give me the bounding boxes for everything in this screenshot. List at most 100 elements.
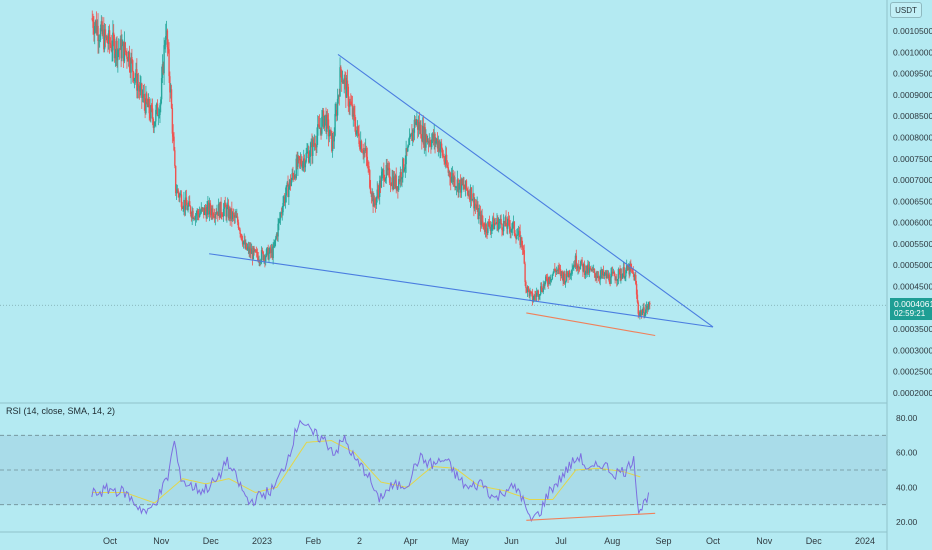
candle-body xyxy=(545,276,548,279)
candle-body xyxy=(97,25,99,41)
candle-body xyxy=(435,138,438,142)
candle-body xyxy=(265,256,267,262)
candle-body xyxy=(268,252,270,260)
candle-body xyxy=(160,77,163,100)
candle-body xyxy=(575,255,577,268)
time-tick-label: Sep xyxy=(655,536,671,546)
candle-body xyxy=(509,226,511,232)
candle-body xyxy=(222,216,224,217)
candle-body xyxy=(476,204,478,209)
candle-body xyxy=(127,51,130,62)
candle-body xyxy=(284,195,287,203)
candle-body xyxy=(555,270,558,273)
candle-body xyxy=(343,77,345,84)
time-tick-label: Aug xyxy=(604,536,620,546)
candle-body xyxy=(405,148,407,165)
candle-body xyxy=(530,291,533,294)
candle-body xyxy=(486,231,488,233)
candle-body xyxy=(528,289,530,297)
rsi-indicator-title[interactable]: RSI (14, close, SMA, 14, 2) xyxy=(6,406,116,416)
candle-body xyxy=(487,221,489,233)
candle-body xyxy=(441,148,444,156)
candle-body xyxy=(553,269,555,273)
candle-body xyxy=(132,71,135,82)
candle-body xyxy=(292,173,294,176)
candle-body xyxy=(622,267,625,274)
candle-body xyxy=(203,207,206,215)
candle-body xyxy=(340,67,342,71)
candle-body xyxy=(492,217,494,225)
candle-body xyxy=(279,213,282,219)
candle-body xyxy=(549,279,552,282)
candle-body xyxy=(541,290,544,292)
candle-body xyxy=(232,212,235,215)
time-axis[interactable]: Oct Nov Dec 2023 Feb 2 Apr May Jun Jul Aug Sep Oct No… xyxy=(103,536,875,546)
candle-body xyxy=(383,180,386,182)
candle-body xyxy=(314,143,316,147)
candle-body xyxy=(597,275,599,278)
candle-body xyxy=(559,269,562,276)
candle-body xyxy=(138,87,141,92)
candle-body xyxy=(542,284,544,292)
rsi-tick-label: 60.00 xyxy=(896,448,918,458)
candle-body xyxy=(201,207,203,209)
candle-body xyxy=(543,284,545,287)
candle-body xyxy=(523,250,525,264)
candle-body xyxy=(176,189,179,193)
candle-body xyxy=(438,141,440,152)
candle-body xyxy=(194,215,197,220)
candle-body xyxy=(149,113,151,119)
time-tick-label: Feb xyxy=(305,536,321,546)
candle-body xyxy=(288,186,290,197)
candle-body xyxy=(119,38,122,50)
candle-body xyxy=(136,84,139,91)
candle-body xyxy=(210,211,212,216)
candle-body xyxy=(111,50,113,52)
candle-body xyxy=(591,268,593,271)
candle-body xyxy=(459,179,461,184)
rsi-axis[interactable]: 80.00 60.00 40.00 20.00 xyxy=(896,413,918,527)
candle-body xyxy=(424,127,426,148)
candle-body xyxy=(531,293,534,302)
candle-body xyxy=(388,167,390,169)
trendline-layer[interactable] xyxy=(209,53,714,337)
candle-body xyxy=(551,274,554,280)
candle-body xyxy=(611,271,614,273)
candle-body xyxy=(636,294,639,303)
candle-body xyxy=(245,243,247,249)
candle-body xyxy=(131,56,133,61)
time-tick-label: 2 xyxy=(357,536,362,546)
candle-body xyxy=(480,214,483,225)
price-axis[interactable]: 0.0010500 0.0010000 0.0009500 0.0009000 0.00… xyxy=(893,26,932,398)
candle-body xyxy=(165,35,167,45)
candle-body xyxy=(305,152,307,162)
rsi-divergence-trendline xyxy=(526,512,656,521)
candle-body xyxy=(616,279,618,281)
rsi-tick-label: 80.00 xyxy=(896,413,918,423)
candle-body xyxy=(608,274,611,283)
candle-body xyxy=(612,271,615,273)
candle-body xyxy=(587,264,589,273)
candle-body xyxy=(162,64,164,74)
candle-body xyxy=(253,247,255,252)
candle-body xyxy=(223,202,226,209)
candle-body xyxy=(261,250,264,252)
candle-body xyxy=(134,77,136,79)
candle-body xyxy=(456,179,459,188)
currency-button[interactable]: USDT xyxy=(890,2,922,18)
candle-body xyxy=(479,211,482,225)
candle-body xyxy=(94,20,97,26)
candle-body xyxy=(379,180,382,188)
candle-body xyxy=(155,109,157,122)
price-tick-label: 0.0009000 xyxy=(893,90,932,100)
candle-body xyxy=(360,141,362,150)
candle-body xyxy=(277,223,279,237)
candle-body xyxy=(406,148,408,152)
rsi-sma-line xyxy=(91,439,641,504)
candle-body xyxy=(240,234,242,235)
candle-body xyxy=(239,229,241,235)
candle-body xyxy=(122,41,124,46)
candle-body xyxy=(635,283,638,295)
candle-body xyxy=(230,208,232,219)
